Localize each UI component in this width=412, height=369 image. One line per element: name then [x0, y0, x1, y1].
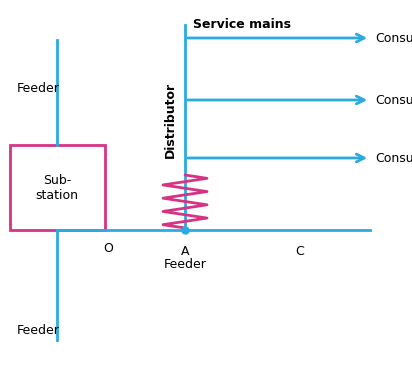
Text: Service mains: Service mains — [193, 18, 291, 31]
Text: Consumer: Consumer — [375, 31, 412, 45]
Text: Consumer: Consumer — [375, 152, 412, 165]
Text: Distributor: Distributor — [164, 82, 176, 158]
Text: Sub-
station: Sub- station — [35, 174, 79, 202]
Text: Consumer: Consumer — [375, 93, 412, 107]
Text: A: A — [181, 245, 189, 258]
Text: O: O — [103, 242, 113, 255]
Text: Feeder: Feeder — [16, 82, 59, 94]
Bar — [10, 145, 105, 230]
Text: Feeder: Feeder — [16, 324, 59, 337]
Text: Feeder: Feeder — [164, 258, 206, 271]
Text: C: C — [296, 245, 304, 258]
